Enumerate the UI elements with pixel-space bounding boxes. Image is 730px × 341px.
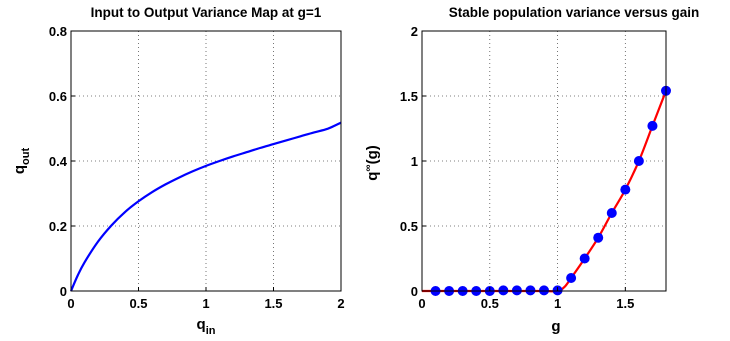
chart-right-ylabel: q∞(g) [363,145,381,180]
y-tick-label: 0.8 [49,24,67,39]
y-tick-label: 0.6 [49,89,67,104]
chart-right-point-12 [593,232,604,243]
x-tick-label: 1 [202,296,209,311]
x-tick-label: 1.5 [264,296,282,311]
chart-left-series [69,121,342,292]
chart-right-series [421,85,671,296]
chart-right-point-5 [498,285,509,296]
chart-right-yticks: 0 0.5 1 1.5 2 [400,24,426,299]
chart-left-xticks: 0 0.5 1 1.5 2 [67,287,345,311]
chart-left: Input to Output Variance Map at g=1 0 0.5… [11,5,345,337]
x-tick-label: 0 [67,296,74,311]
x-tick-label: 1 [554,296,561,311]
chart-left-xlabel: qin [197,316,216,337]
y-tick-label: 1.5 [400,89,418,104]
chart-right-xticks: 0 0.5 1 1.5 [418,287,634,311]
y-tick-label: 0.4 [49,154,68,169]
x-tick-label: 0.5 [129,296,147,311]
chart-right-point-8 [539,285,549,296]
y-tick-label: 1 [411,154,418,169]
chart-right-point-11 [579,253,590,264]
chart-left-series-line [69,121,342,292]
chart-right-point-15 [633,156,644,166]
chart-right: Stable population variance versus gain 0… [363,5,699,335]
chart-right-point-7 [525,285,536,296]
chart-left-ylabel: qout [11,148,32,175]
y-tick-label: 0 [411,284,418,299]
chart-right-xlabel: g [551,318,560,335]
chart-left-title: Input to Output Variance Map at g=1 [91,5,322,20]
y-tick-label: 2 [411,24,418,39]
x-tick-label: 0.5 [481,296,499,311]
x-tick-label: 0 [418,296,425,311]
y-tick-label: 0.2 [49,219,67,234]
chart-right-point-16 [647,120,658,131]
y-tick-label: 0.5 [400,219,418,234]
y-tick-label: 0 [60,284,67,299]
chart-left-yticks: 0 0.2 0.4 0.6 0.8 [49,24,75,299]
x-tick-label: 1.5 [616,296,634,311]
x-tick-label: 2 [337,296,344,311]
chart-right-point-10 [566,273,577,283]
chart-right-grid [422,31,666,291]
chart-left-grid [71,31,341,291]
chart-right-point-6 [511,285,522,296]
chart-right-title: Stable population variance versus gain [449,5,700,20]
chart-right-point-14 [620,184,631,195]
chart-right-point-13 [606,208,617,218]
